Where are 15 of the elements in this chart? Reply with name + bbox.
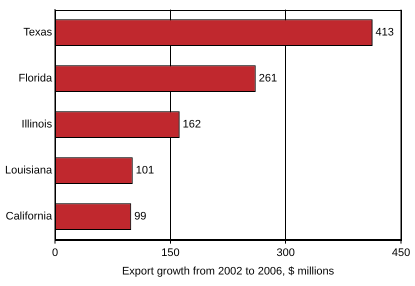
x-tick-label: 0 (52, 247, 58, 260)
x-tick-label: 150 (161, 247, 180, 260)
data-label: 99 (134, 210, 146, 223)
data-label: 261 (258, 72, 278, 85)
data-label: 101 (136, 164, 154, 177)
y-tick-label: Texas (23, 26, 53, 39)
x-tick-label: 300 (276, 247, 295, 260)
x-axis-title: Export growth from 2002 to 2006, $ millions (122, 265, 335, 278)
y-tick-label: Illinois (22, 118, 53, 131)
y-tick-label: California (6, 210, 53, 223)
data-label: 162 (182, 118, 201, 131)
data-label: 413 (376, 26, 394, 39)
x-tick-label: 450 (392, 247, 410, 260)
y-tick-label: Florida (18, 72, 53, 85)
y-tick-label: Louisiana (5, 164, 53, 177)
